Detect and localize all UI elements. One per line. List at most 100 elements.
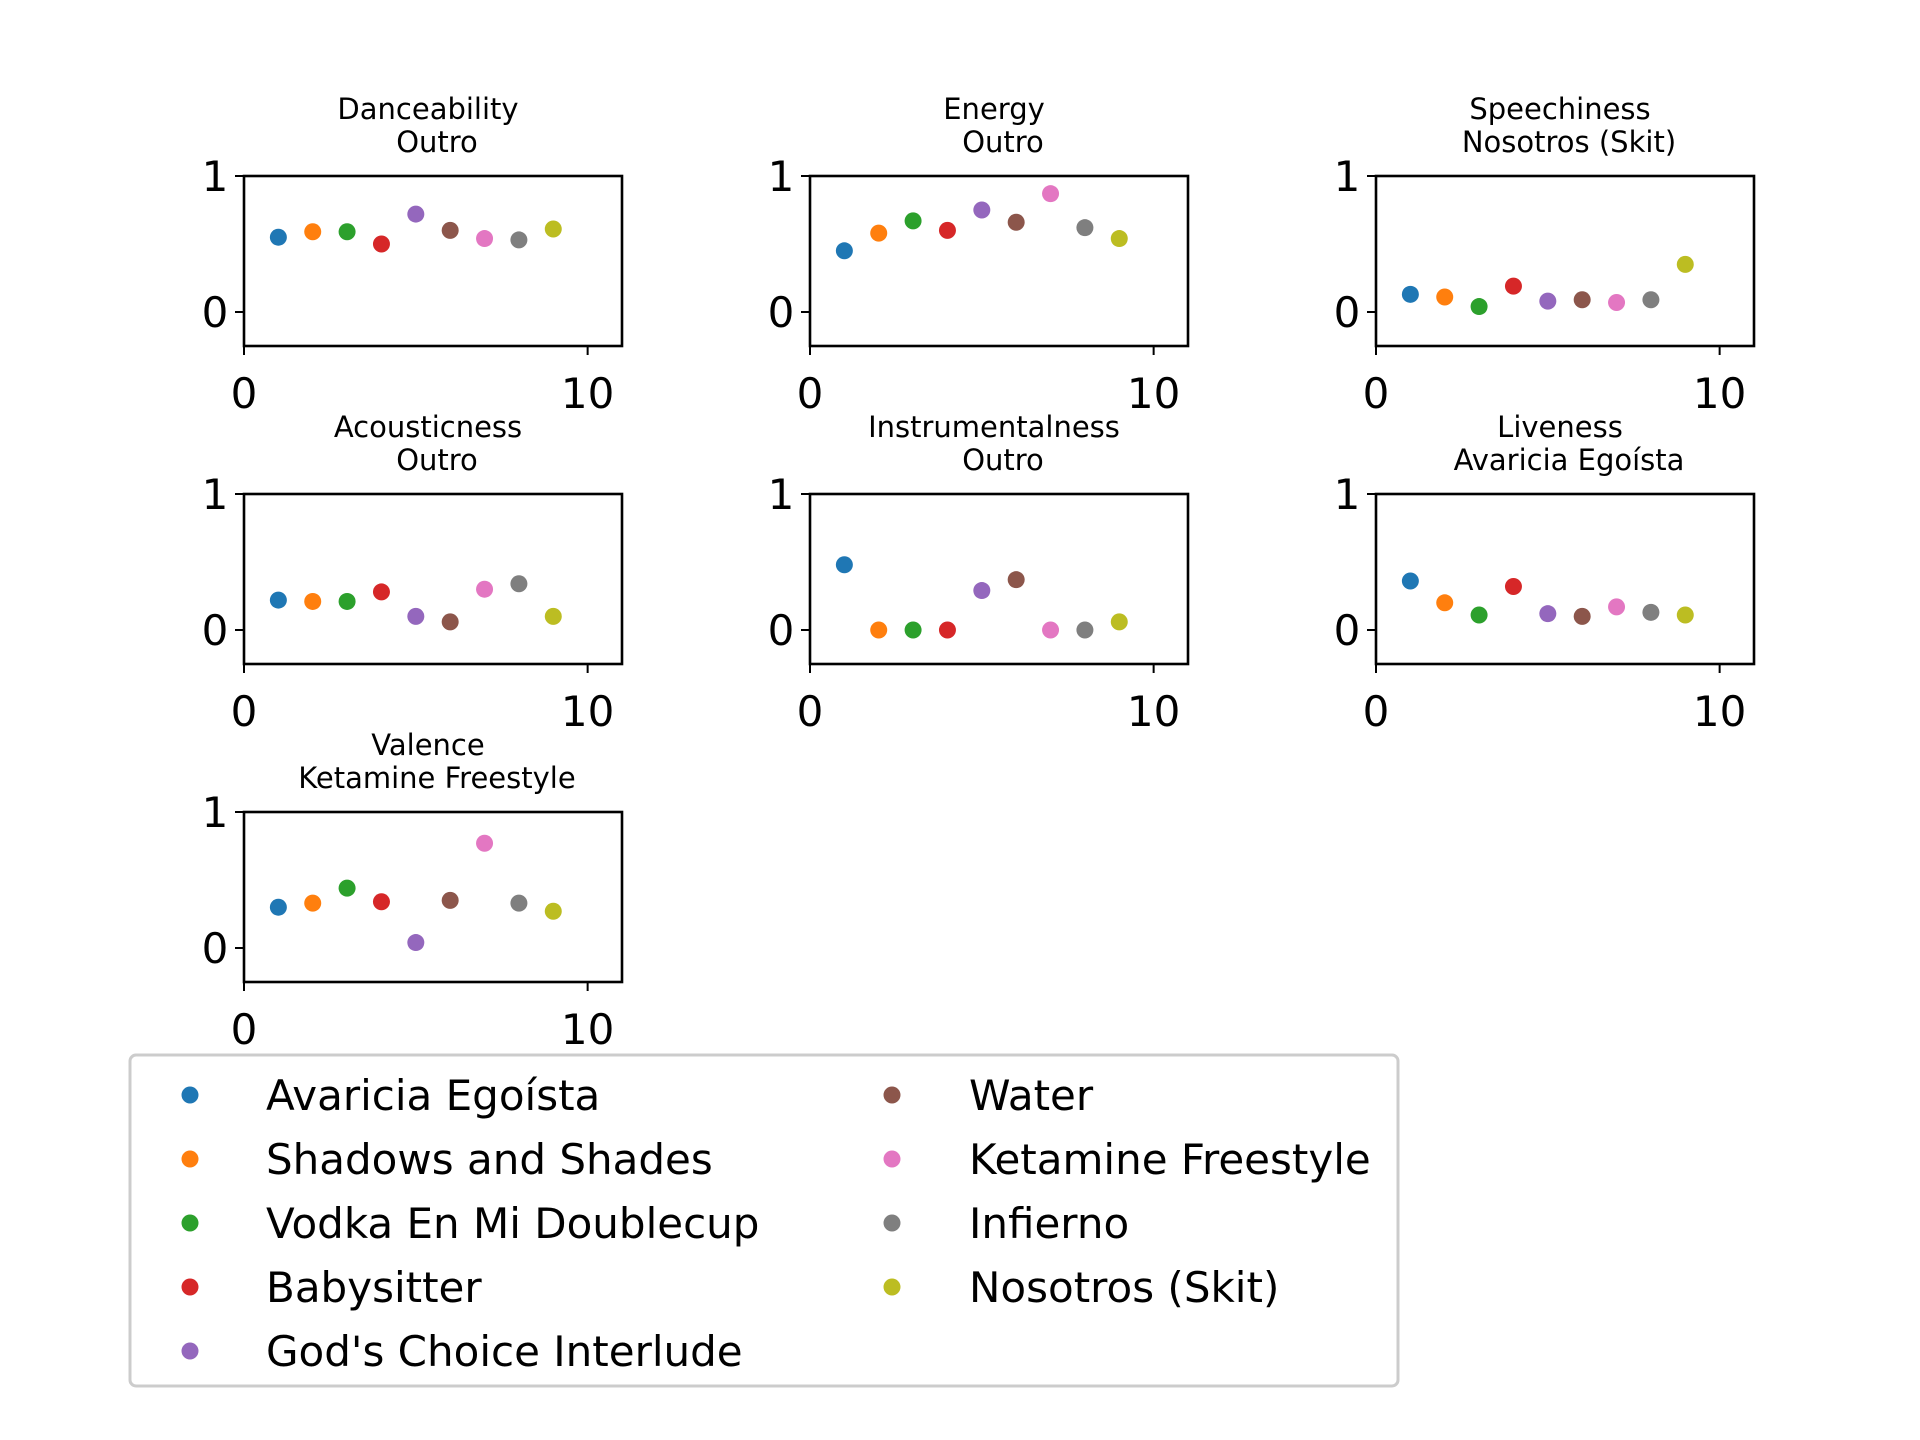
x-tick-label: 10 [1693, 687, 1746, 736]
data-point [304, 894, 322, 912]
data-point [1642, 291, 1660, 309]
data-point [1042, 621, 1060, 639]
data-point [407, 934, 425, 952]
data-point [441, 221, 459, 239]
data-point [1642, 603, 1660, 621]
legend-label: Babysitter [266, 1263, 482, 1312]
data-point [304, 223, 322, 241]
legend-marker [883, 1150, 901, 1168]
data-point [1573, 291, 1591, 309]
data-point [973, 201, 991, 219]
panel-subtitle: Nosotros (Skit) [1462, 125, 1676, 159]
data-point [870, 224, 888, 242]
data-point [407, 607, 425, 625]
data-point [1539, 292, 1557, 310]
y-tick-label: 0 [768, 606, 795, 655]
x-tick-label: 10 [1693, 369, 1746, 418]
y-tick-label: 1 [1334, 152, 1361, 201]
panel-title: Valence [371, 728, 484, 762]
data-point [904, 621, 922, 639]
x-tick-label: 0 [1363, 369, 1390, 418]
data-point [1042, 185, 1060, 203]
data-point [1539, 605, 1557, 623]
data-point [407, 205, 425, 223]
data-point [1076, 621, 1094, 639]
axes-frame [808, 492, 1190, 666]
axes-frame [1374, 492, 1756, 666]
axes-frame [242, 174, 624, 348]
y-tick-label: 1 [768, 152, 795, 201]
data-point [1007, 213, 1025, 231]
data-point [510, 894, 528, 912]
y-tick-label: 1 [1334, 470, 1361, 519]
y-tick-label: 1 [202, 788, 229, 837]
panel-subtitle: Ketamine Freestyle [298, 761, 575, 795]
legend-box [128, 1053, 1400, 1388]
panel-title: Energy [943, 92, 1045, 126]
data-point [269, 591, 287, 609]
data-point [544, 220, 562, 238]
y-tick-label: 0 [1334, 606, 1361, 655]
axes-frame [808, 174, 1190, 348]
x-tick-label: 10 [1127, 687, 1180, 736]
panel-title: Liveness [1497, 410, 1623, 444]
legend-label: Avaricia Egoísta [266, 1071, 600, 1120]
data-point [1470, 606, 1488, 624]
data-point [1504, 277, 1522, 295]
data-point [304, 592, 322, 610]
data-point [904, 212, 922, 230]
data-point [338, 879, 356, 897]
data-point [1573, 607, 1591, 625]
x-tick-label: 0 [1363, 687, 1390, 736]
data-point [1076, 219, 1094, 237]
panel-title: Danceability [337, 92, 518, 126]
y-tick-label: 0 [202, 606, 229, 655]
data-point [1470, 298, 1488, 316]
data-point [372, 583, 390, 601]
data-point [544, 607, 562, 625]
y-tick-label: 1 [768, 470, 795, 519]
data-point [372, 235, 390, 253]
data-point [1110, 230, 1128, 248]
legend-label: Shadows and Shades [266, 1135, 713, 1184]
data-point [476, 580, 494, 598]
y-tick-label: 0 [1334, 288, 1361, 337]
x-tick-label: 0 [231, 1005, 258, 1054]
data-point [1007, 571, 1025, 589]
legend-label: God's Choice Interlude [266, 1327, 743, 1376]
data-point [835, 556, 853, 574]
data-point [938, 221, 956, 239]
data-point [476, 834, 494, 852]
data-point [1401, 572, 1419, 590]
axes-frame [1374, 174, 1756, 348]
legend-marker [181, 1086, 199, 1104]
axes-frame [242, 810, 624, 984]
y-tick-label: 1 [202, 470, 229, 519]
data-point [973, 582, 991, 600]
legend-marker [181, 1150, 199, 1168]
data-point [1608, 598, 1626, 616]
legend-marker [883, 1086, 901, 1104]
panel-subtitle: Outro [962, 443, 1044, 477]
legend-marker [181, 1214, 199, 1232]
panel-subtitle: Outro [396, 443, 478, 477]
data-point [1110, 613, 1128, 631]
panel-subtitle: Outro [396, 125, 478, 159]
x-tick-label: 10 [561, 369, 614, 418]
panel-subtitle: Outro [962, 125, 1044, 159]
legend-marker [883, 1278, 901, 1296]
legend-label: Nosotros (Skit) [969, 1263, 1279, 1312]
y-tick-label: 0 [202, 288, 229, 337]
legend-label: Water [969, 1071, 1094, 1120]
data-point [870, 621, 888, 639]
x-tick-label: 0 [797, 687, 824, 736]
x-tick-label: 0 [231, 687, 258, 736]
y-tick-label: 0 [768, 288, 795, 337]
